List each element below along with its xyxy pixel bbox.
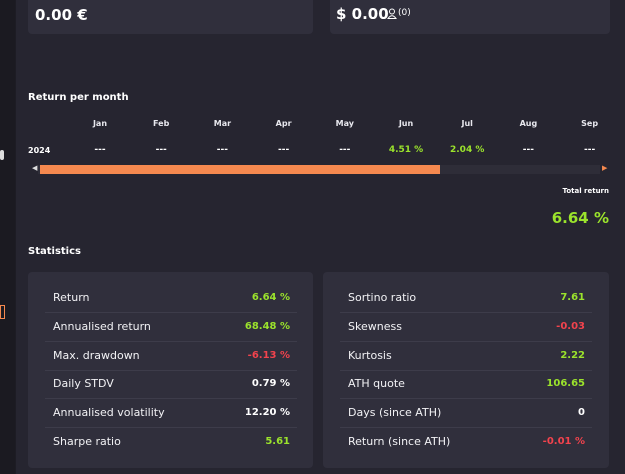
stat-label: Sortino ratio <box>348 291 417 304</box>
row-divider <box>45 340 297 342</box>
month-label: Jan <box>92 119 108 128</box>
month-value: --- <box>522 145 534 155</box>
month-label: Aug <box>519 119 538 128</box>
month-value: --- <box>339 145 351 155</box>
total-label: Total return <box>562 187 609 195</box>
section-title: Return per month <box>28 92 129 103</box>
total-value: 6.64 % <box>551 209 609 227</box>
stat-value: -0.01 % <box>542 436 585 447</box>
scroll-left[interactable]: ◀ <box>32 164 38 172</box>
month-value: 4.51 % <box>388 145 424 155</box>
stat-label: Daily STDV <box>53 377 114 391</box>
row-divider <box>340 312 592 313</box>
balance-value: 0.00 € <box>35 6 88 24</box>
month-label: Jun <box>398 119 414 128</box>
stat-label: Kurtosis <box>348 348 392 362</box>
month-value: 2.04 % <box>450 145 485 155</box>
row-divider <box>45 369 297 371</box>
stat-label: ATH quote <box>348 377 405 391</box>
row-divider <box>340 427 592 429</box>
stat-label: Return (since ATH) <box>348 435 451 448</box>
stat-label: Annualised volatility <box>53 406 165 420</box>
stat-value: 2.22 <box>560 349 585 361</box>
row-divider <box>45 312 297 313</box>
stat-value: 106.65 <box>546 378 585 390</box>
stat-value: -0.03 <box>556 320 585 332</box>
row-divider <box>45 427 297 429</box>
month-value: --- <box>155 145 167 155</box>
year-label: 2024 <box>28 146 51 155</box>
stat-value: 5.61 <box>265 436 290 447</box>
month-label: Jul <box>461 119 473 128</box>
row-divider <box>340 398 592 400</box>
stat-label: Sharpe ratio <box>53 435 121 448</box>
stat-value: 6.64 % <box>251 292 290 303</box>
stat-label: Annualised return <box>53 319 151 333</box>
month-label: Feb <box>153 119 170 128</box>
stat-label: Skewness <box>348 319 402 333</box>
row-divider <box>45 398 297 400</box>
scroll-thumb[interactable] <box>40 165 440 174</box>
month-label: Sep <box>581 119 599 128</box>
section-title: Statistics <box>28 246 81 257</box>
stat-value: -6.13 % <box>247 349 290 361</box>
month-value: --- <box>216 145 228 155</box>
month-label: Apr <box>275 119 292 128</box>
usd-card: $ 0.00 (0) <box>330 0 610 34</box>
month-value: --- <box>277 145 290 155</box>
stat-value: 7.61 <box>560 292 585 303</box>
stat-label: Return <box>53 291 90 304</box>
scroll-right[interactable]: ▶ <box>602 164 608 172</box>
usd-value: $ 0.00 <box>336 5 389 23</box>
stat-value: 0 <box>578 407 585 419</box>
month-value: --- <box>94 145 106 155</box>
sidebar-marker <box>0 305 5 319</box>
person-icon <box>387 8 397 19</box>
balance-card: 0.00 € <box>28 0 313 34</box>
row-divider <box>340 340 592 342</box>
stat-value: 68.48 % <box>244 320 290 332</box>
month-value: --- <box>583 145 596 155</box>
sidebar-marker <box>0 150 4 160</box>
follower-count: (0) <box>398 8 411 18</box>
sidebar <box>0 0 15 474</box>
stat-value: 0.79 % <box>251 378 290 390</box>
month-label: Mar <box>213 119 232 128</box>
month-label: May <box>335 119 354 128</box>
stat-value: 12.20 % <box>244 407 290 419</box>
stat-label: Days (since ATH) <box>348 406 442 420</box>
stat-label: Max. drawdown <box>53 348 140 362</box>
row-divider <box>340 369 592 371</box>
